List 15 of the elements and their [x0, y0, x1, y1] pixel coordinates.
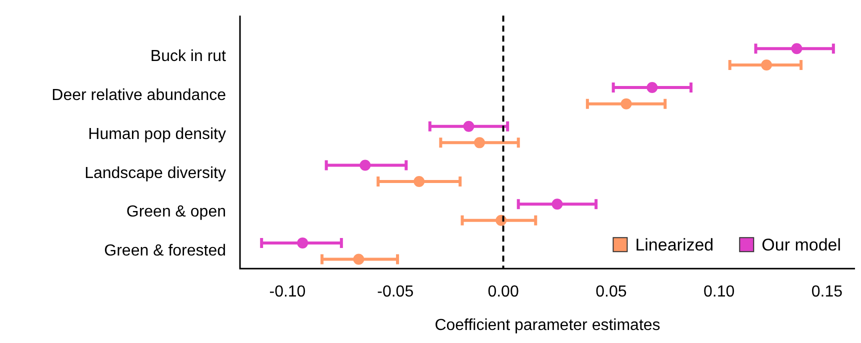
x-tick-label: 0.05	[596, 284, 627, 301]
y-tick-label: Human pop density	[88, 126, 226, 143]
y-tick-label: Green & open	[126, 204, 226, 221]
legend-label: Our model	[762, 235, 842, 254]
x-tick-label: -0.10	[269, 284, 306, 301]
x-tick-label: 0.15	[811, 284, 843, 301]
y-tick-label: Landscape diversity	[84, 164, 226, 182]
legend-label: Linearized	[635, 235, 714, 254]
y-tick-label: Green & forested	[104, 242, 226, 260]
x-axis-title: Coefficient parameter estimates	[434, 316, 660, 334]
y-tick-label: Deer relative abundance	[52, 87, 226, 104]
x-tick-label: 0.00	[488, 284, 519, 301]
y-tick-label: Buck in rut	[150, 48, 227, 66]
x-tick-label: 0.10	[703, 284, 735, 301]
x-tick-label: -0.05	[377, 284, 414, 301]
